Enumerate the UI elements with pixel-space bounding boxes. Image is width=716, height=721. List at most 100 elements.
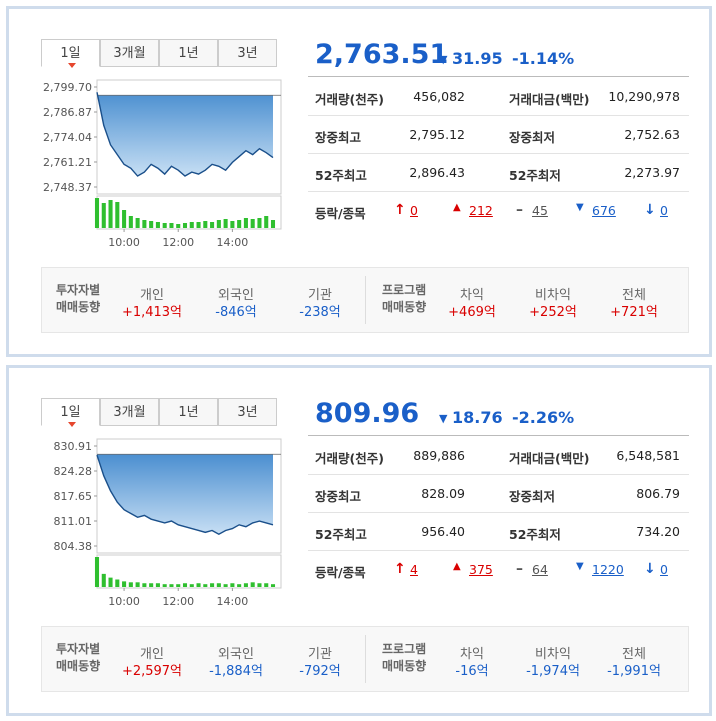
investor-value: +1,413억 [121, 305, 183, 320]
investor-box: 투자자별 매매동향 개인 +2,597억 외국인 -1,884억 기관 -792억 프로그램 매매… [41, 626, 689, 692]
volume-bar [101, 203, 106, 228]
volume-bar [155, 222, 160, 228]
y-tick-label: 2,786.87 [43, 106, 92, 119]
volume-bar [196, 583, 201, 587]
volume-bar [149, 221, 154, 228]
volume-bar [264, 583, 269, 587]
volume-bar [115, 202, 120, 228]
group-label: 프로그램 [382, 642, 427, 656]
volume-bar [115, 579, 120, 587]
mini-chart: 830.91 824.28 817.65 811.01 804.38 10:00 12:00… [54, 438, 282, 608]
x-tick-label: 14:00 [217, 236, 249, 249]
period-tab[interactable]: 3년 [218, 398, 277, 426]
price-line [96, 92, 274, 177]
breadth-icon: – [516, 561, 523, 577]
period-tab[interactable]: 3개월 [100, 39, 159, 67]
volume-bar [210, 583, 215, 587]
breadth-icon: ▼ [576, 561, 584, 572]
stat-value: 806.79 [636, 486, 680, 501]
stat-label: 52주최고 [315, 168, 367, 183]
volume-bar [210, 222, 215, 228]
breadth-count[interactable]: 0 [410, 203, 418, 218]
breadth-count[interactable]: 1220 [592, 562, 624, 577]
breadth-icon: ▲ [453, 202, 461, 213]
y-tick-label: 2,748.37 [43, 181, 92, 194]
stat-label: 52주최고 [315, 527, 367, 542]
volume-bar [203, 221, 208, 228]
investor-value: -238억 [299, 305, 341, 320]
stat-value: 734.20 [636, 524, 680, 539]
breadth-icon: ▲ [453, 561, 461, 572]
breadth-icon: – [516, 202, 523, 218]
breadth-icon: ↓ [644, 202, 656, 218]
investor-value: +721억 [610, 305, 658, 320]
stat-label: 등락/종목 [315, 206, 366, 221]
breadth-count[interactable]: 45 [532, 203, 548, 218]
period-tab[interactable]: 1년 [159, 398, 218, 426]
volume-bar [176, 584, 181, 587]
table-top-line [308, 435, 689, 436]
breadth-count[interactable]: 676 [592, 203, 616, 218]
investor-name: 외국인 [218, 647, 254, 662]
stat-label: 거래량(천주) [315, 92, 384, 107]
volume-bar [135, 582, 140, 587]
stat-label: 장중최고 [315, 130, 362, 145]
stat-value: 2,273.97 [624, 165, 680, 180]
breadth-count[interactable]: 0 [660, 562, 668, 577]
period-tab[interactable]: 3년 [218, 39, 277, 67]
investor-name: 전체 [622, 288, 646, 303]
stat-label: 52주최저 [509, 527, 561, 542]
breadth-count[interactable]: 4 [410, 562, 418, 577]
breadth-count[interactable]: 64 [532, 562, 548, 577]
volume-bar [216, 583, 221, 587]
volume-bar [264, 216, 269, 228]
breadth-icon: ↑ [394, 561, 406, 577]
volume-bar [155, 583, 160, 587]
group-label: 매매동향 [382, 300, 427, 314]
investor-value: +2,597억 [121, 664, 183, 679]
stat-value: 456,082 [413, 89, 465, 104]
investor-name: 비차익 [535, 647, 571, 662]
group-label: 프로그램 [382, 283, 427, 297]
index-panel: 1일 3개월 1년 3년 2,763.51 ▼ 31.95 -1.14% 거래량(천주) 456,… [6, 6, 712, 357]
breadth-count[interactable]: 0 [660, 203, 668, 218]
volume-bar [122, 581, 127, 587]
stat-value: 6,548,581 [616, 448, 680, 463]
table-top-line [308, 76, 689, 77]
investor-value: -1,991억 [607, 664, 661, 679]
stat-label: 거래대금(백만) [509, 451, 590, 466]
stat-label: 장중최고 [315, 489, 362, 504]
volume-bar [128, 216, 133, 228]
volume-bar [270, 220, 276, 228]
stat-label: 장중최저 [509, 489, 556, 504]
group-label: 투자자별 [56, 283, 101, 297]
index-price: 809.96 [315, 398, 420, 429]
period-tab[interactable]: 1일 [41, 39, 100, 67]
volume-bar [243, 218, 248, 228]
stat-value: 2,795.12 [409, 127, 465, 142]
y-tick-label: 2,774.04 [43, 131, 92, 144]
stat-row: 거래량(천주) 889,886 거래대금(백만) 6,548,581 [308, 436, 689, 475]
volume-bar [257, 218, 262, 228]
volume-bar [189, 584, 194, 587]
volume-bar [176, 224, 181, 228]
period-tab[interactable]: 1년 [159, 39, 218, 67]
stat-value: 828.09 [421, 486, 465, 501]
investor-name: 개인 [140, 647, 164, 662]
index-change: 31.95 [452, 49, 503, 68]
down-icon: ▼ [439, 53, 448, 66]
group-label: 투자자별 [56, 642, 101, 656]
mini-chart: 2,799.70 2,786.87 2,774.04 2,761.21 2,748.37… [43, 79, 282, 249]
breadth-count[interactable]: 212 [469, 203, 493, 218]
x-tick-label: 12:00 [162, 595, 194, 608]
period-tab[interactable]: 3개월 [100, 398, 159, 426]
investor-value: -1,974억 [526, 664, 580, 679]
volume-bar [250, 219, 255, 228]
stat-label: 등락/종목 [315, 565, 366, 580]
volume-bar [182, 223, 188, 228]
volume-bar [182, 583, 188, 587]
volume-bar [257, 583, 262, 587]
breadth-count[interactable]: 375 [469, 562, 493, 577]
breadth-icon: ▼ [576, 202, 584, 213]
stat-label: 52주최저 [509, 168, 561, 183]
